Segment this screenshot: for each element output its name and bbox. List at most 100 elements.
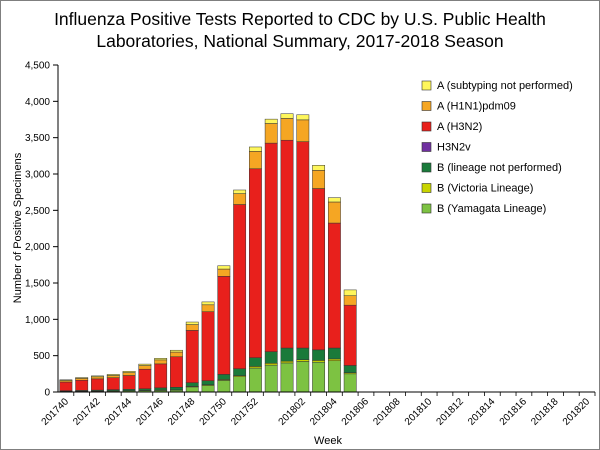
chart-title: Influenza Positive Tests Reported to CDC…: [0, 8, 600, 52]
bar-segment: [233, 193, 247, 205]
x-tick-label: 201806: [340, 396, 372, 428]
bar-segment: [91, 375, 104, 378]
bar-segment: [264, 142, 278, 352]
bar-segment: [249, 146, 262, 152]
bar-segment: [296, 347, 310, 360]
bar-segment: [327, 222, 341, 349]
bar-segment: [280, 347, 294, 362]
bar-segment: [217, 265, 231, 270]
bar-segment: [233, 376, 247, 393]
bar-segment: [280, 360, 294, 364]
bar-segment: [154, 358, 168, 361]
x-axis-title: Week: [314, 435, 342, 447]
x-tick-label: 201752: [229, 396, 261, 428]
x-tick-label: 201802: [277, 396, 309, 428]
legend-label: B (Victoria Lineage): [437, 183, 533, 195]
x-tick-label: 201804: [308, 396, 340, 428]
bar-segment: [185, 324, 199, 331]
bar-segment: [91, 378, 104, 391]
bar-segment: [122, 375, 136, 390]
legend-label: A (H1N1)pdm09: [437, 101, 516, 113]
bar-segment: [296, 359, 310, 362]
legend: A (subtyping not performed) A (H1N1)pdm09…: [421, 80, 573, 215]
bar-segment: [170, 349, 183, 353]
y-tick-label: 2,500: [25, 206, 50, 217]
bar-segment: [249, 357, 262, 367]
bar-segment: [122, 372, 136, 376]
bar-segment: [343, 373, 357, 393]
bar-segment: [106, 375, 120, 378]
bar-segment: [343, 295, 357, 306]
bar-segment: [185, 330, 199, 383]
bar-segment: [91, 376, 104, 380]
x-tick-label: 201748: [166, 396, 198, 428]
x-tick-label: 201746: [134, 396, 166, 428]
bar-segment: [312, 361, 326, 393]
bar-segment: [201, 385, 215, 393]
bar-segment: [122, 371, 136, 373]
bar-segment: [75, 378, 89, 381]
bar-segment: [343, 304, 357, 366]
bar-segment: [327, 347, 341, 360]
y-tick-label: 3,500: [25, 133, 50, 144]
bar-segment: [106, 377, 120, 390]
bar-segment: [327, 360, 341, 393]
bar-segment: [201, 380, 215, 385]
y-tick-label: 4,000: [25, 97, 50, 108]
x-tick-label: 201812: [434, 396, 466, 428]
bar-segment: [233, 368, 247, 376]
x-tick-label: 201808: [371, 396, 403, 428]
bar-segment: [233, 189, 247, 194]
bar-segment: [296, 361, 310, 393]
bar-segment: [59, 381, 73, 391]
legend-swatch: [421, 121, 432, 132]
bar-segment: [280, 362, 294, 393]
legend-swatch: [421, 101, 432, 111]
y-tick-label: 4,500: [25, 61, 50, 72]
bar-segment: [185, 386, 199, 393]
x-tick-label: 201744: [103, 396, 135, 428]
chart-title-line-2: Laboratories, National Summary, 2017-201…: [96, 31, 504, 51]
bar-segment: [170, 356, 183, 388]
bar-segment: [75, 377, 89, 379]
bar-segment: [249, 168, 262, 358]
bar-segment: [327, 201, 341, 224]
y-tick-label: 0: [44, 388, 50, 399]
bar-segment: [264, 123, 278, 144]
bar-segment: [312, 165, 326, 171]
legend-label: B (Yamagata Lineage): [437, 203, 546, 215]
bars: [59, 113, 357, 393]
bar-segment: [249, 367, 262, 393]
x-tick-label: 201818: [529, 396, 561, 428]
bar-segment: [217, 276, 231, 375]
bar-segment: [280, 139, 294, 349]
bar-segment: [327, 358, 341, 362]
legend-swatch: [421, 203, 432, 214]
bar-segment: [59, 379, 73, 381]
bar-segment: [264, 118, 278, 124]
legend-label: B (lineage not performed): [437, 162, 562, 174]
bar-segment: [343, 289, 357, 296]
bar-segment: [185, 382, 199, 387]
bar-segment: [249, 151, 262, 170]
legend-label: A (subtyping not performed): [437, 80, 573, 92]
bar-segment: [170, 351, 183, 358]
bar-segment: [280, 118, 294, 141]
bar-segment: [280, 113, 294, 119]
bar-segment: [217, 380, 231, 393]
legend-label: A (H3N2): [437, 121, 482, 133]
y-axis-ticks: 0 500 1,000 1,500 2,000 2,500 3,000 3,500 4,000 4…: [25, 61, 58, 399]
x-tick-label: 201740: [40, 396, 72, 428]
bar-segment: [264, 364, 278, 393]
bar-segment: [312, 188, 326, 351]
x-tick-label: 201750: [198, 396, 230, 428]
x-tick-label: 201820: [561, 396, 593, 428]
bar-segment: [296, 114, 310, 121]
x-tick-label: 201816: [498, 396, 530, 428]
y-tick-label: 2,000: [25, 242, 50, 253]
legend-swatch: [421, 183, 432, 193]
bar-segment: [201, 304, 215, 312]
bar-segment: [138, 368, 152, 390]
bar-segment: [75, 379, 89, 391]
